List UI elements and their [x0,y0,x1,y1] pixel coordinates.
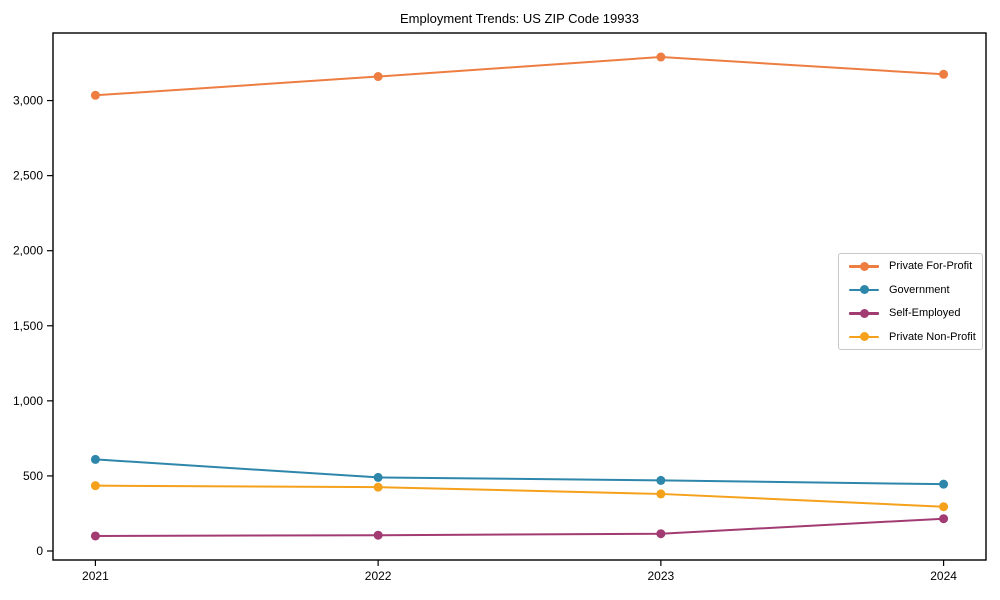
series-private-for-profit [90,52,949,100]
data-point [90,481,100,491]
series-line [95,517,944,537]
series-line [95,56,944,97]
series-line [95,484,944,508]
axes-box [52,32,987,561]
y-tick-label: 2,500 [13,169,43,183]
data-point [939,479,949,489]
x-tick-label: 2022 [365,569,392,583]
y-tick-label: 2,000 [13,244,43,258]
data-point [656,489,666,499]
data-point [939,514,949,524]
legend-line-marker-icon [849,285,879,295]
legend-label: Private For-Profit [889,260,973,273]
x-tick-label: 2021 [82,569,109,583]
legend-line-marker-icon [849,332,879,342]
legend-line-marker-icon [849,261,879,271]
data-point [939,69,949,79]
legend-item-self-employed: Self-Employed [849,302,982,324]
data-point [90,454,100,464]
series-government [90,454,949,489]
legend-item-private-non-profit: Private Non-Profit [849,326,982,348]
y-tick-label: 1,500 [13,319,43,333]
legend-item-private-for-profit: Private For-Profit [849,255,982,277]
legend-label: Private Non-Profit [889,330,976,343]
data-point [373,472,383,482]
data-point [90,531,100,541]
legend-line-marker-icon [849,308,879,318]
data-point [656,529,666,539]
y-tick-label: 0 [36,544,43,558]
y-tick-label: 1,000 [13,394,43,408]
data-point [656,52,666,62]
series-self-employed [90,514,949,541]
series-private-non-profit [90,481,949,512]
chart-title: Employment Trends: US ZIP Code 19933 [400,11,639,26]
data-point [373,530,383,540]
data-point [939,502,949,512]
data-point [373,72,383,82]
legend-item-government: Government [849,279,982,301]
x-tick-label: 2023 [648,569,675,583]
x-tick-label: 2024 [930,569,957,583]
series-line [95,458,944,486]
data-point [90,90,100,100]
legend: Private For-Profit Government Self-Employe… [838,253,983,350]
legend-label: Government [889,283,950,296]
data-point [656,475,666,485]
legend-label: Self-Employed [889,307,961,320]
y-tick-label: 3,000 [13,94,43,108]
y-tick-label: 500 [23,469,43,483]
data-point [373,482,383,492]
